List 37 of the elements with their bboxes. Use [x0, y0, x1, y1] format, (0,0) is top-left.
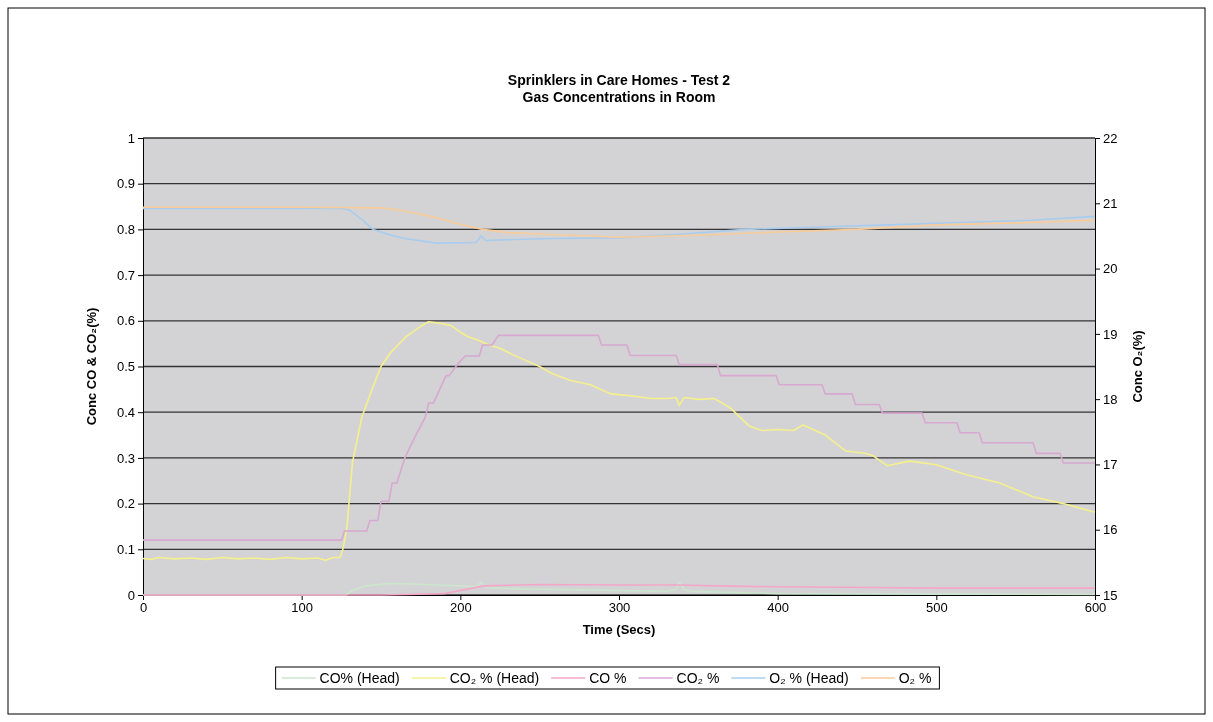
y-tick-label: 0	[127, 587, 135, 603]
legend-label: CO₂ %	[676, 670, 720, 686]
y-tick-label: 0.3	[116, 450, 135, 466]
legend-label: CO% (Head)	[319, 670, 400, 686]
y-tick-label: 0.6	[116, 313, 135, 329]
y-tick-label: 0.2	[116, 496, 135, 512]
x-axis-title: Time (Secs)	[582, 622, 656, 637]
chart-subtitle: Gas Concentrations in Room	[522, 89, 716, 105]
y-tick-label: 1	[127, 130, 135, 146]
y-tick-label: 0.7	[116, 267, 135, 283]
y-tick-label: 0.1	[116, 541, 135, 557]
x-tick-label: 0	[139, 600, 148, 616]
y2-tick-label: 19	[1103, 326, 1118, 342]
x-tick-label: 300	[608, 600, 631, 616]
legend-label: O₂ % (Head)	[769, 670, 849, 686]
y2-tick-label: 15	[1103, 587, 1118, 603]
y-tick-label: 0.9	[116, 176, 135, 192]
y-tick-label: 0.4	[116, 404, 135, 420]
y-tick-label: 0.8	[116, 222, 135, 238]
y2-tick-label: 22	[1103, 130, 1118, 146]
y2-tick-label: 17	[1103, 457, 1118, 473]
legend-label: CO₂ % (Head)	[449, 670, 540, 686]
x-tick-label: 600	[1084, 600, 1107, 616]
x-tick-label: 500	[925, 600, 948, 616]
y-axis-title: Conc CO & CO₂(%)	[84, 307, 99, 426]
x-tick-label: 200	[449, 600, 472, 616]
y-tick-label: 0.5	[116, 359, 135, 375]
chart-title: Sprinklers in Care Homes - Test 2	[507, 72, 731, 88]
y2-tick-label: 20	[1103, 261, 1118, 277]
y2-tick-label: 18	[1103, 391, 1118, 407]
legend-label: CO %	[589, 670, 627, 686]
y2-axis-title: Conc O₂(%)	[1130, 330, 1145, 403]
legend-label: O₂ %	[898, 670, 932, 686]
y2-tick-label: 16	[1103, 522, 1118, 538]
y2-tick-label: 21	[1103, 195, 1118, 211]
x-tick-label: 400	[767, 600, 790, 616]
x-tick-label: 100	[291, 600, 314, 616]
